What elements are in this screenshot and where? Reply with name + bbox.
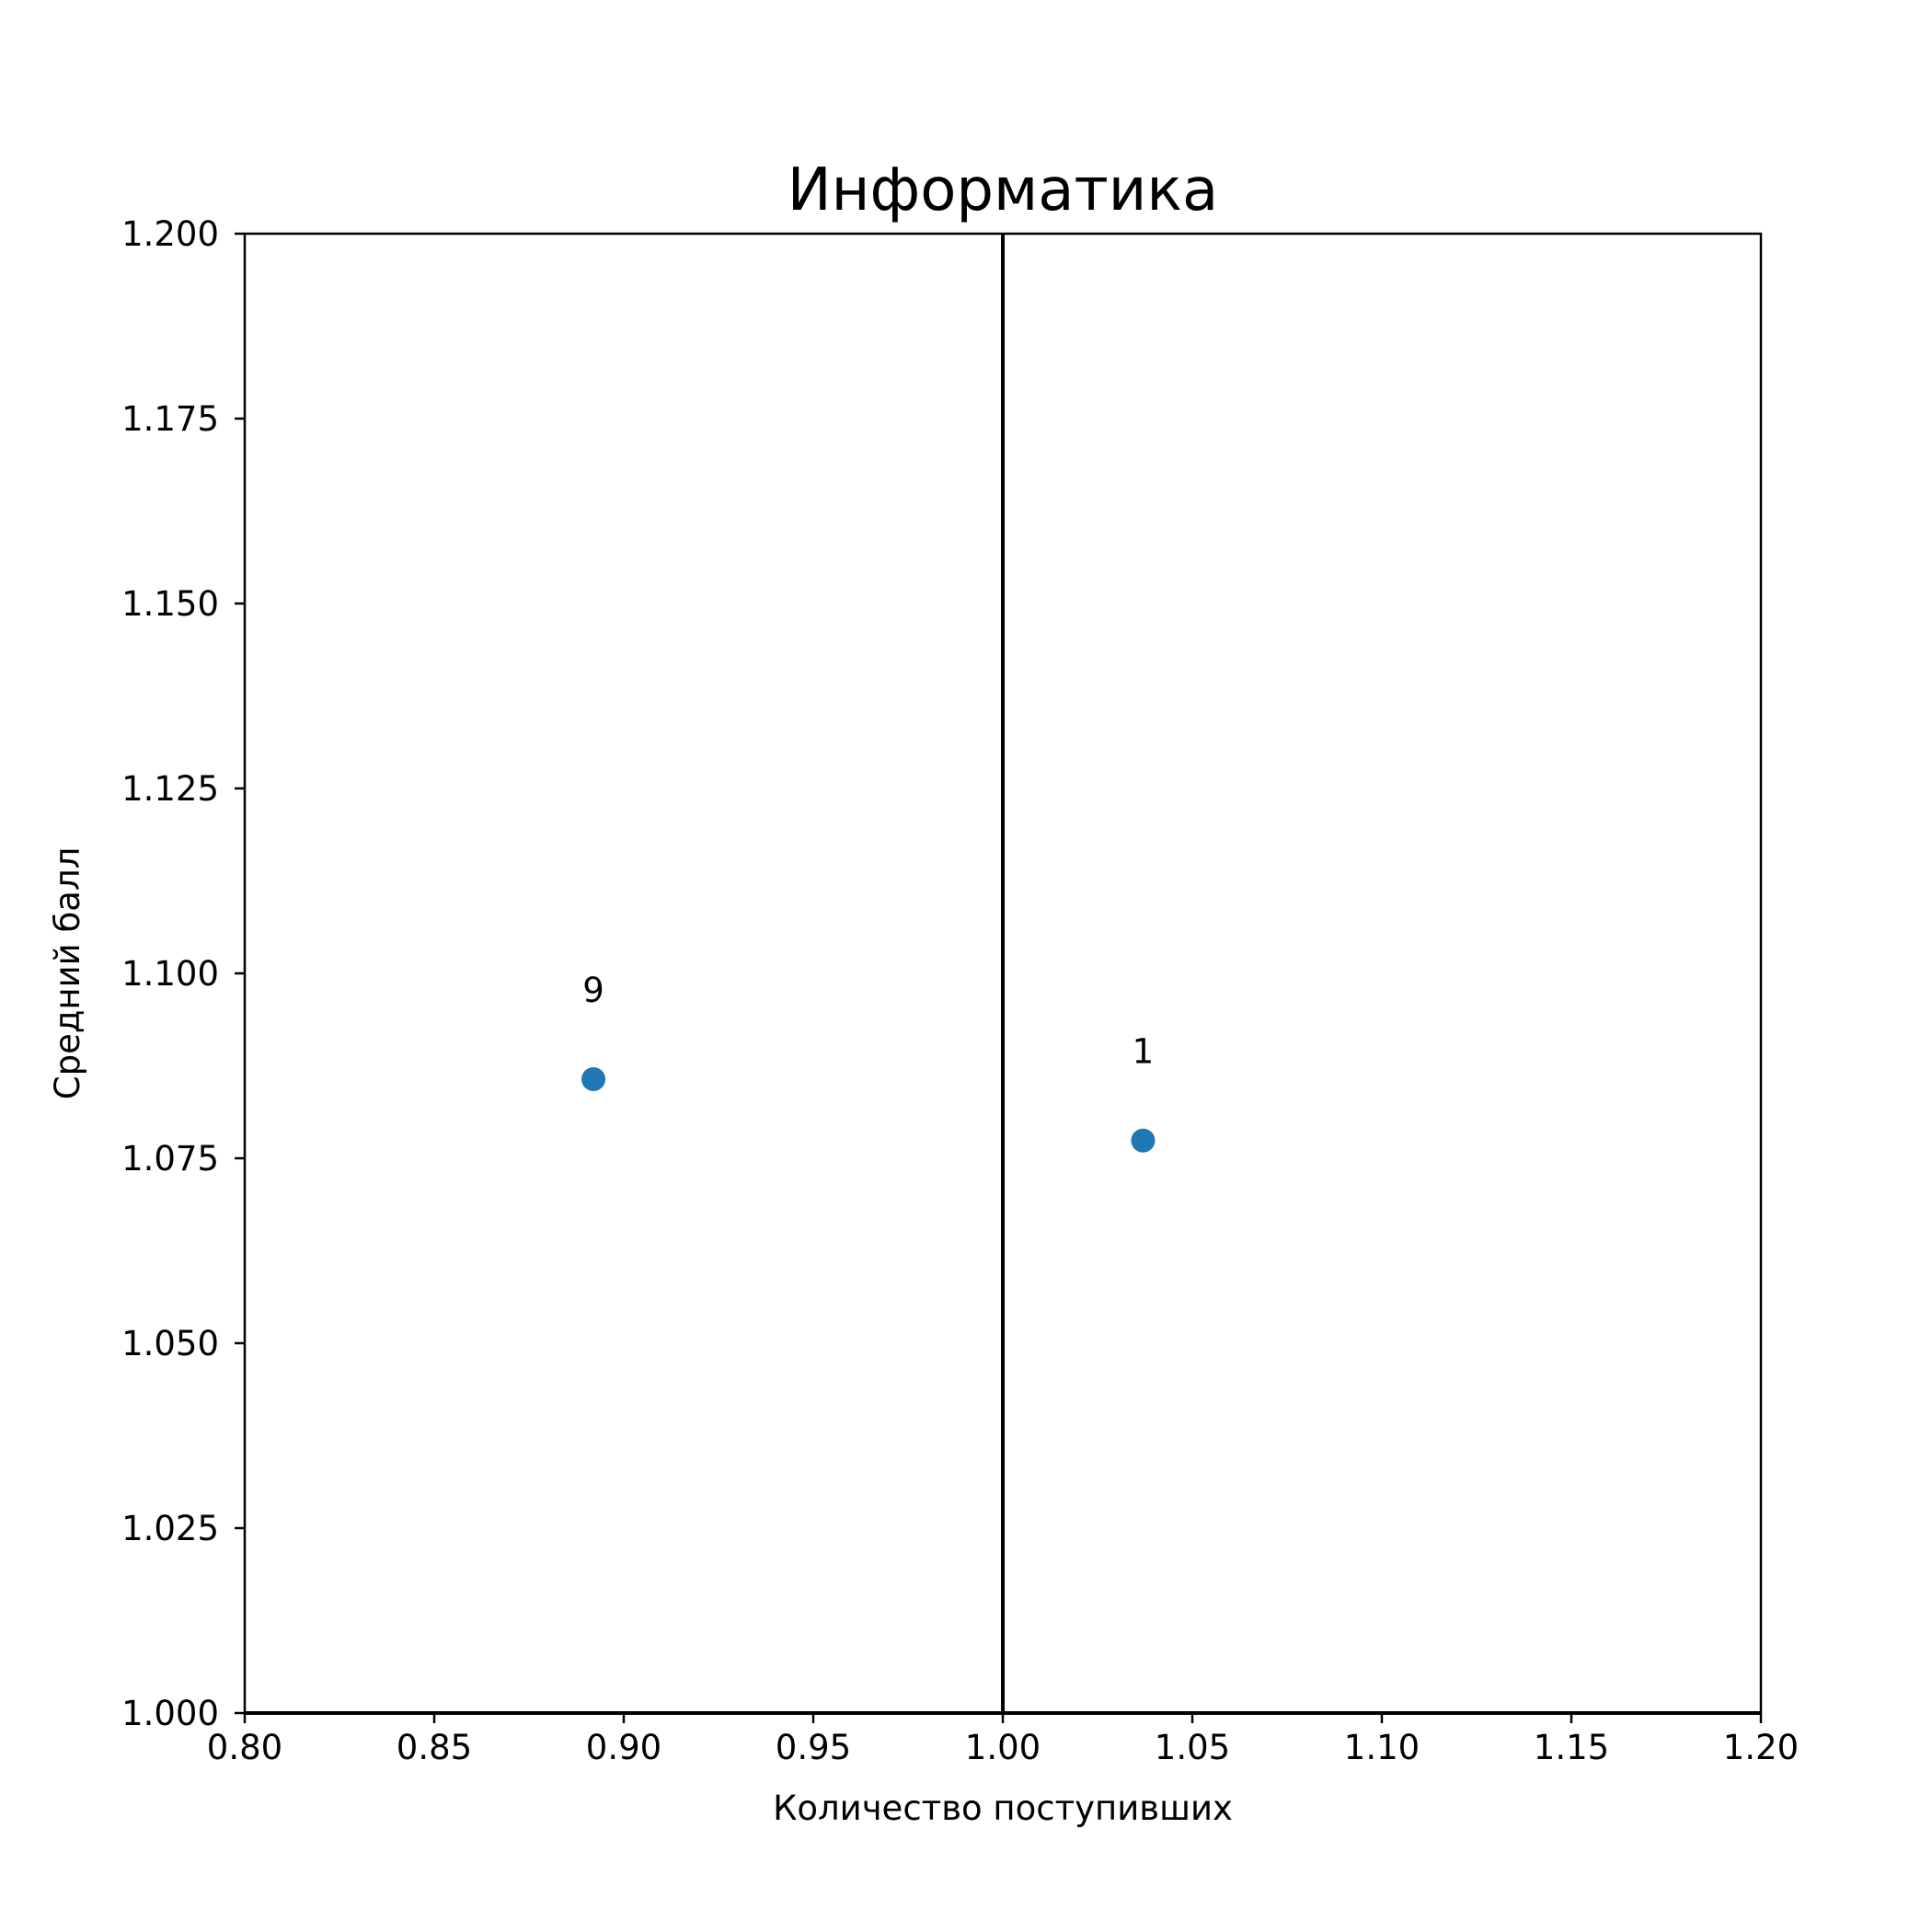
y-tick-label: 1.075 xyxy=(121,1139,219,1179)
y-tick-label: 1.025 xyxy=(121,1509,219,1548)
x-tick-label: 1.20 xyxy=(1723,1728,1799,1767)
data-point xyxy=(581,1066,606,1091)
x-tick-label: 0.95 xyxy=(776,1728,851,1767)
y-tick-label: 1.150 xyxy=(121,584,219,624)
chart-title: Информатика xyxy=(788,156,1218,224)
x-tick-label: 0.80 xyxy=(207,1728,282,1767)
y-tick-label: 1.000 xyxy=(121,1694,219,1733)
data-point-label: 9 xyxy=(582,971,604,1010)
x-tick-label: 1.05 xyxy=(1155,1728,1230,1767)
data-point xyxy=(1131,1128,1156,1153)
y-axis-label: Средний балл xyxy=(48,847,87,1100)
y-tick-label: 1.125 xyxy=(121,769,219,809)
x-tick-label: 0.85 xyxy=(397,1728,472,1767)
x-axis-label: Количество поступивших xyxy=(773,1788,1233,1828)
plot-area: 0.80 0.85 0.90 0.95 1.00 1.05 1.10 1.15 1.20 1.00… xyxy=(121,214,1799,1767)
x-tick-label: 1.10 xyxy=(1344,1728,1420,1767)
y-tick-label: 1.200 xyxy=(121,214,219,254)
x-tick-label: 0.90 xyxy=(586,1728,661,1767)
x-tick-label: 1.00 xyxy=(965,1728,1041,1767)
y-tick-label: 1.050 xyxy=(121,1324,219,1363)
data-point-label: 1 xyxy=(1133,1032,1155,1072)
y-tick-label: 1.175 xyxy=(121,399,219,439)
x-tick-label: 1.15 xyxy=(1534,1728,1609,1767)
y-tick-label: 1.100 xyxy=(121,954,219,994)
